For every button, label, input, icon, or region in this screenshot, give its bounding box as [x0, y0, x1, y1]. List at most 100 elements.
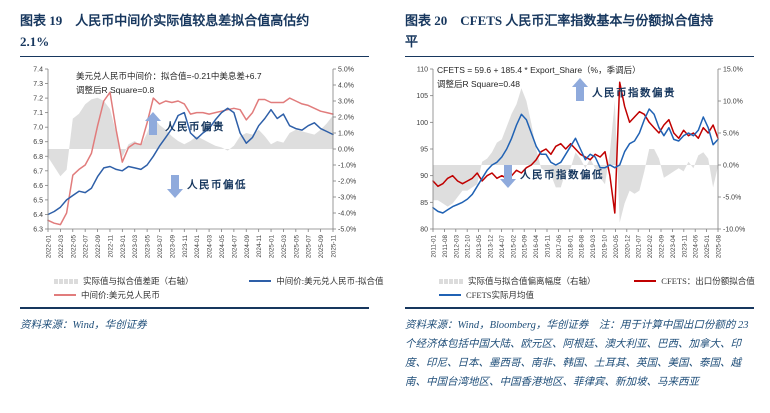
figure-20-bottom-rule	[405, 307, 754, 309]
down-arrow-icon	[166, 175, 183, 198]
svg-text:2016-04: 2016-04	[533, 235, 540, 259]
svg-text:2020-12: 2020-12	[624, 235, 631, 259]
figure-20-title-rule	[405, 56, 754, 57]
legend-label: CFETS实际月均值	[466, 290, 535, 300]
svg-text:80: 80	[420, 227, 428, 234]
figure-19-title-rule	[20, 56, 369, 57]
rmb-index-cheap-label: 人民币指数偏低	[520, 169, 604, 181]
svg-text:2020-05: 2020-05	[613, 235, 620, 259]
svg-text:15.0%: 15.0%	[723, 67, 743, 74]
svg-text:2014-07: 2014-07	[499, 235, 506, 259]
svg-text:5.0%: 5.0%	[338, 67, 354, 74]
svg-text:2024-07: 2024-07	[231, 235, 238, 259]
svg-text:2025-09: 2025-09	[318, 235, 325, 259]
svg-text:-10.0%: -10.0%	[723, 227, 745, 234]
svg-text:6.4: 6.4	[33, 212, 43, 219]
svg-text:-2.0%: -2.0%	[338, 179, 356, 186]
deviation-area-series	[433, 88, 718, 223]
figure-20-title: 图表 20 CFETS 人民币汇率指数基本与份额拟合值持平	[405, 13, 714, 50]
svg-text:2023-03: 2023-03	[132, 235, 139, 259]
figure-20-chart-area: 80 85 90 95 100 105 110 -10.0% -5.0% 0.0% 5.0% 10.0…	[405, 61, 754, 275]
svg-text:2023-04: 2023-04	[670, 235, 677, 259]
report-figures-row: 图表 19 人民币中间价实际值较息差拟合值高估约2.1% 6.3 6.4 6.5 6.…	[20, 0, 770, 393]
figure-20-legend: 实际值与拟合值偏离幅度（右轴） CFETS：出口份额拟合值 CFETS实际月均值	[405, 275, 755, 301]
regression-formula: CFETS = 59.6 + 185.4 * Export_Share（%，季调…	[437, 65, 641, 75]
svg-text:7.2: 7.2	[33, 96, 43, 103]
svg-text:10.0%: 10.0%	[723, 99, 743, 106]
svg-text:6.9: 6.9	[33, 139, 43, 146]
svg-text:7.3: 7.3	[33, 81, 43, 88]
svg-text:85: 85	[420, 200, 428, 207]
svg-text:2024-03: 2024-03	[207, 235, 214, 259]
figure-19-regression-annotation: 美元兑人民币中间价：拟合值=-0.21中美息差+6.7 调整后R Square=…	[76, 69, 262, 98]
legend-label: 中间价:美元兑人民币-拟合值	[276, 276, 384, 286]
svg-text:6.6: 6.6	[33, 183, 43, 190]
svg-text:2025-03: 2025-03	[281, 235, 288, 259]
legend-label: 实际值与拟合值偏离幅度（右轴）	[468, 276, 596, 286]
blue-line-swatch	[439, 294, 461, 296]
figure-20-source: 资料来源：Wind，Bloomberg，华创证券 注：用于计算中国出口份额的 2…	[405, 320, 749, 388]
svg-text:-4.0%: -4.0%	[338, 211, 356, 218]
legend-item-deviation-area: 实际值与拟合值偏离幅度（右轴）	[439, 275, 634, 287]
up-arrow-icon	[144, 112, 161, 135]
svg-text:2025-08: 2025-08	[716, 235, 723, 259]
svg-text:2021-07: 2021-07	[636, 235, 643, 259]
svg-text:2025-11: 2025-11	[331, 235, 338, 258]
legend-label: 实际值与拟合值差距（右轴）	[83, 276, 194, 286]
down-arrow-icon	[499, 165, 516, 188]
svg-text:2015-02: 2015-02	[510, 235, 517, 259]
blue-line-swatch	[249, 280, 272, 282]
svg-text:2025-01: 2025-01	[704, 235, 711, 259]
figure-20: 图表 20 CFETS 人民币汇率指数基本与份额拟合值持平 80 85 90 95 10…	[385, 0, 770, 393]
svg-text:2022-02: 2022-02	[647, 235, 654, 259]
svg-text:6.8: 6.8	[33, 154, 43, 161]
svg-text:2019-03: 2019-03	[590, 235, 597, 259]
svg-text:-5.0%: -5.0%	[338, 227, 356, 234]
legend-item-fitted-line: CFETS：出口份额拟合值	[634, 275, 755, 287]
svg-text:2.0%: 2.0%	[338, 115, 354, 122]
rmb-index-expensive-label: 人民币指数偏贵	[592, 87, 676, 99]
line-series-2	[47, 107, 334, 216]
rmb-index-cheap-annotation: 人民币指数偏低	[499, 165, 604, 188]
up-arrow-icon	[571, 78, 588, 101]
red-line-swatch	[54, 294, 76, 296]
svg-text:-1.0%: -1.0%	[338, 163, 356, 170]
svg-text:5.0%: 5.0%	[723, 131, 739, 138]
rmb-cheap-annotation: 人民币偏低	[166, 175, 247, 198]
svg-text:2018-08: 2018-08	[579, 235, 586, 259]
svg-text:110: 110	[417, 67, 428, 74]
svg-text:2013-05: 2013-05	[476, 235, 483, 259]
svg-text:2023-05: 2023-05	[145, 235, 152, 259]
svg-text:2019-10: 2019-10	[602, 235, 609, 259]
legend-item-actual-line: 中间价:美元兑人民币	[54, 289, 249, 301]
svg-text:2011-08: 2011-08	[442, 235, 449, 258]
figure-19-legend: 实际值与拟合值差距（右轴） 中间价:美元兑人民币-拟合值 中间价:美元兑人民币	[20, 275, 384, 301]
svg-text:7.1: 7.1	[33, 110, 43, 117]
rmb-expensive-label: 人民币偏贵	[165, 121, 225, 133]
svg-text:2023-09: 2023-09	[169, 235, 176, 259]
svg-text:2025-01: 2025-01	[269, 235, 276, 259]
svg-text:2022-09: 2022-09	[659, 235, 666, 259]
svg-text:2022-05: 2022-05	[70, 235, 77, 259]
svg-text:2011-01: 2011-01	[431, 235, 438, 258]
svg-text:2016-11: 2016-11	[545, 235, 552, 258]
svg-text:2012-10: 2012-10	[465, 235, 472, 259]
svg-text:2024-09: 2024-09	[244, 235, 251, 259]
rmb-expensive-annotation: 人民币偏贵	[144, 112, 225, 135]
usdcny-parity-chart: 6.3 6.4 6.5 6.6 6.7 6.8 6.9 7.0 7.1 7.2 7.3 7.4 -5.0…	[33, 67, 356, 259]
svg-text:90: 90	[420, 173, 428, 180]
svg-text:2018-01: 2018-01	[567, 235, 574, 259]
svg-text:0.0%: 0.0%	[723, 163, 739, 170]
svg-text:0.0%: 0.0%	[338, 147, 354, 154]
r-square-note: 调整后R Square=0.8	[76, 85, 155, 96]
svg-text:2023-11: 2023-11	[681, 235, 688, 258]
svg-text:2012-03: 2012-03	[453, 235, 460, 259]
gray-area-swatch	[54, 278, 78, 284]
deviation-area-series	[48, 97, 333, 177]
svg-text:2025-07: 2025-07	[306, 235, 313, 259]
legend-label: CFETS：出口份额拟合值	[661, 276, 755, 286]
svg-text:95: 95	[420, 147, 428, 154]
svg-text:2024-05: 2024-05	[219, 235, 226, 259]
rmb-index-expensive-annotation: 人民币指数偏贵	[571, 78, 676, 101]
red-line-swatch	[634, 280, 657, 282]
